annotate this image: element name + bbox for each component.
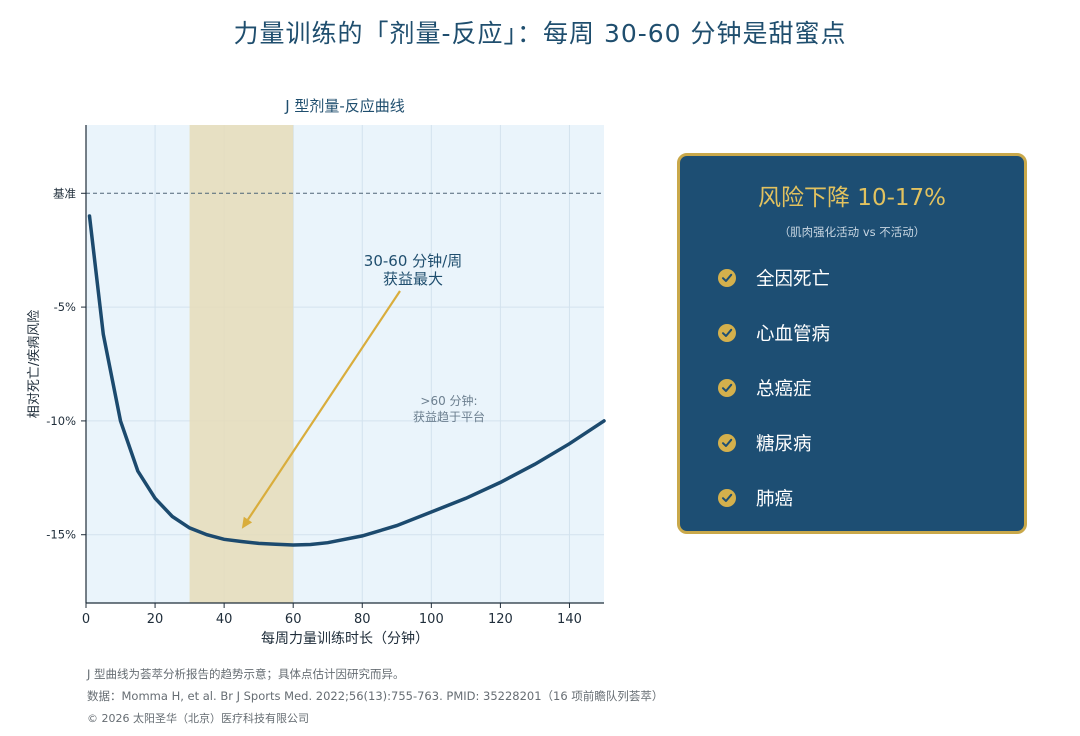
benefit-label: 全因死亡: [756, 269, 831, 290]
x-tick-labels: 0 20 40 60 80 100 120 140: [82, 603, 582, 627]
page-title: 力量训练的「剂量-反应」：每周 30-60 分钟是甜蜜点: [233, 19, 847, 48]
benefit-item: 心血管病: [718, 318, 830, 348]
benefit-label: 肺癌: [756, 489, 794, 510]
highlight-band-30-60: [189, 125, 294, 603]
benefit-item: 总癌症: [718, 373, 812, 403]
x-tick-label: 60: [285, 612, 302, 627]
annotation-peak-benefit: 30-60 分钟/周获益最大: [364, 252, 462, 288]
risk-reduction-panel: 风险下降 10-17% （肌肉强化活动 vs 不活动） 全因死亡心血管病总癌症糖…: [677, 153, 1027, 534]
annotation-arrow: [247, 290, 401, 521]
panel-title: 风险下降 10-17%: [758, 185, 946, 211]
benefit-label: 糖尿病: [756, 434, 812, 455]
benefit-item: 肺癌: [718, 483, 793, 513]
check-icon: [718, 434, 736, 452]
footnote-source: 数据：Momma H, et al. Br J Sports Med. 2022…: [87, 689, 664, 703]
benefit-item: 全因死亡: [718, 263, 830, 293]
check-icon: [718, 379, 736, 397]
chart-title: J 型剂量-反应曲线: [284, 97, 405, 115]
annotation-line: 获益趋于平台: [413, 409, 485, 424]
x-axis-label: 每周力量训练时长（分钟）: [261, 630, 429, 647]
plot-area: [86, 125, 604, 603]
panel-subtitle: （肌肉强化活动 vs 不活动）: [778, 225, 926, 239]
y-tick-label: -5%: [54, 300, 76, 314]
x-tick-label: 40: [216, 612, 233, 627]
check-icon: [718, 269, 736, 287]
check-icon: [718, 324, 736, 342]
y-axis-label: 相对死亡/疾病风险: [27, 310, 42, 418]
annotation-line: 获益最大: [383, 270, 443, 288]
x-tick-label: 140: [557, 612, 582, 627]
benefit-label: 心血管病: [756, 324, 831, 345]
y-tick-label: 基准: [53, 186, 76, 200]
y-tick-label: -15%: [46, 528, 76, 542]
x-tick-label: 0: [82, 612, 90, 627]
x-tick-label: 100: [419, 612, 444, 627]
annotation-plateau: >60 分钟:获益趋于平台: [413, 393, 485, 424]
annotation-line: >60 分钟:: [420, 393, 477, 408]
y-tick-label: -10%: [46, 414, 76, 428]
annotation-arrow-head: [241, 516, 253, 529]
annotation-line: 30-60 分钟/周: [364, 252, 462, 270]
check-icon: [718, 489, 736, 507]
y-tick-labels: 基准 -5% -10% -15%: [46, 186, 86, 542]
x-tick-label: 120: [488, 612, 513, 627]
dose-response-chart: J 型剂量-反应曲线 0 20 40 60 80 100 120 140 基准 -5% -10% -…: [27, 97, 606, 647]
footnote-copyright: © 2026 太阳圣华（北京）医疗科技有限公司: [87, 712, 309, 725]
j-curve-line: [87, 214, 606, 547]
benefit-item: 糖尿病: [718, 428, 812, 458]
benefit-label: 总癌症: [756, 379, 812, 400]
footnote-disclaimer: J 型曲线为荟萃分析报告的趋势示意；具体点估计因研究而异。: [87, 667, 405, 681]
x-tick-label: 80: [354, 612, 371, 627]
x-tick-label: 20: [147, 612, 164, 627]
